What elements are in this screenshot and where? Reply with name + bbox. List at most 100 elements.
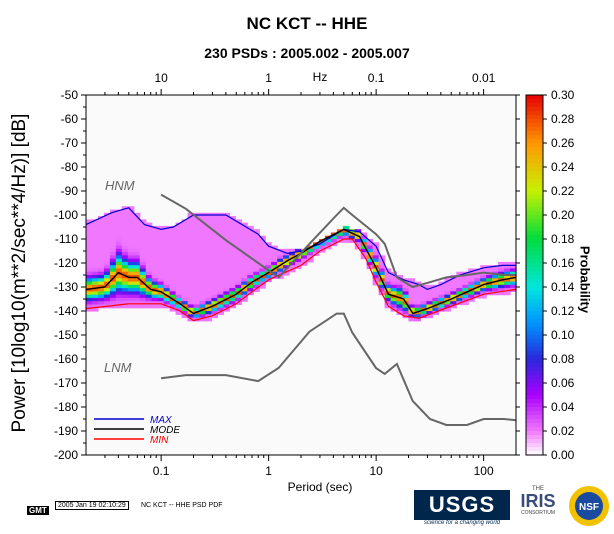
colorbar-segment (526, 291, 543, 296)
heat-cell (390, 291, 398, 296)
colorbar-tick-label: 0.10 (551, 328, 575, 342)
heat-cell (145, 242, 153, 247)
heat-cell (271, 252, 278, 256)
heat-cell (145, 284, 153, 289)
heat-cell (193, 222, 201, 227)
heat-cell (414, 311, 422, 315)
heat-cell (145, 258, 153, 263)
heat-cell (181, 219, 189, 224)
heat-cell (205, 268, 213, 273)
heat-cell (157, 242, 165, 247)
heat-cell (342, 235, 350, 240)
heat-cell (372, 248, 380, 253)
heat-cell (145, 281, 153, 286)
heat-cell (115, 245, 123, 250)
heat-cell (193, 294, 201, 299)
heat-cell (480, 291, 487, 296)
heat-cell (103, 219, 111, 224)
heat-cell (247, 261, 254, 266)
heat-cell (372, 258, 380, 263)
heat-cell (199, 216, 207, 220)
heat-cell (235, 265, 242, 270)
heat-cell (336, 232, 344, 237)
heat-cell (193, 232, 201, 237)
heat-cell (133, 255, 141, 260)
colorbar-segment (526, 423, 543, 428)
heat-cell (205, 311, 213, 315)
heat-cell (103, 229, 111, 234)
heat-cell (151, 278, 159, 283)
heat-cell (187, 239, 195, 243)
statistic-curves (85, 193, 517, 426)
heat-cell (450, 281, 457, 286)
heat-cell (175, 255, 183, 260)
heat-cell (414, 288, 422, 292)
heat-cell (187, 258, 195, 263)
heat-cell (199, 294, 207, 299)
heat-cell (229, 284, 236, 289)
colorbar-tick-label: 0.14 (551, 280, 575, 294)
heat-cell (366, 248, 374, 253)
heat-cell (115, 252, 123, 256)
heat-cell (504, 271, 511, 276)
gmt-timestamp: 2005 Jan 19 02:10:29 (55, 501, 129, 510)
colorbar-tick-label: 0.08 (551, 352, 575, 366)
heat-cell (241, 297, 248, 302)
heat-cell (145, 232, 153, 237)
heat-cell (175, 232, 183, 237)
heat-cell (103, 301, 111, 306)
heat-cell (211, 242, 218, 247)
heat-cell (103, 294, 111, 299)
heat-cell (97, 252, 105, 256)
heat-cell (420, 294, 428, 299)
heat-cell (115, 239, 123, 243)
heat-cell (193, 278, 201, 283)
heat-cell (426, 304, 433, 309)
heat-cell (163, 271, 171, 276)
heat-cell (474, 268, 481, 273)
colorbar-segment (526, 431, 543, 436)
heat-cell (414, 301, 422, 306)
colorbar-segment (526, 235, 543, 240)
heat-cell (127, 271, 135, 276)
heat-cell (175, 278, 183, 283)
heat-cell (498, 288, 505, 292)
heat-cell (199, 271, 207, 276)
heat-cell (253, 245, 260, 250)
heat-cell (450, 294, 457, 299)
heat-cell (199, 252, 207, 256)
heat-cell (360, 252, 368, 256)
heat-cell (217, 261, 224, 266)
heat-cell (175, 281, 183, 286)
heat-cell (408, 314, 416, 319)
heat-cell (342, 239, 350, 243)
heat-cell (175, 239, 183, 243)
heat-cell (277, 268, 284, 273)
heat-cell (91, 239, 99, 243)
heat-cell (235, 252, 242, 256)
colorbar-segment (526, 231, 543, 236)
heat-cell (235, 297, 242, 302)
heat-cell (115, 294, 123, 299)
heat-cell (199, 297, 207, 302)
heat-cell (235, 239, 242, 243)
heat-cell (480, 268, 487, 273)
heat-cell (223, 301, 230, 306)
heat-cell (205, 271, 213, 276)
heat-cell (414, 294, 422, 299)
y-tick-label: -70 (61, 136, 79, 150)
heat-cell (133, 278, 141, 283)
heat-cell (133, 291, 141, 296)
heat-cell (235, 222, 242, 227)
heat-cell (241, 222, 248, 227)
heat-cell (205, 255, 213, 260)
heat-cell (193, 268, 201, 273)
colorbar-segment (526, 191, 543, 196)
curve-lnm (160, 312, 517, 426)
heat-cell (109, 261, 117, 266)
heat-cell (115, 222, 123, 227)
heat-cell (121, 281, 129, 286)
heat-cell (115, 275, 123, 279)
heat-cell (241, 258, 248, 263)
